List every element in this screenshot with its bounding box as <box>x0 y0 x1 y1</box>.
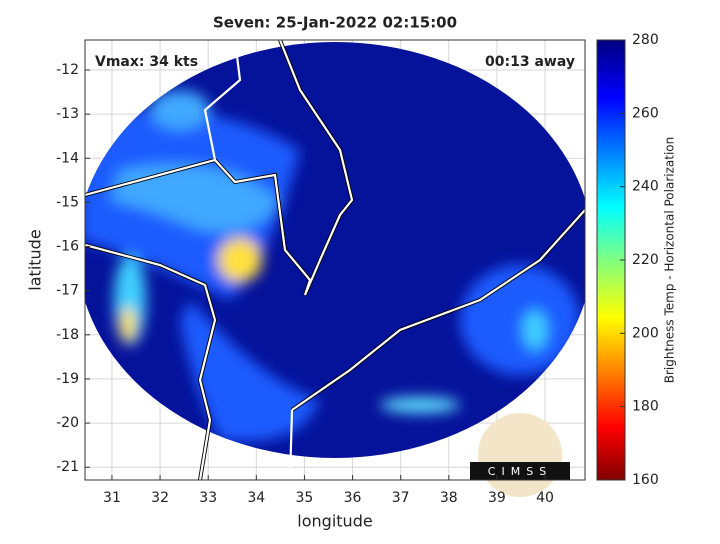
x-tick-label: 31 <box>103 490 121 506</box>
y-tick-label: -16 <box>56 239 79 255</box>
x-tick-label: 38 <box>440 490 458 506</box>
y-tick-label: -20 <box>56 415 79 431</box>
x-tick-label: 40 <box>536 490 554 506</box>
x-tick-label: 35 <box>296 490 314 506</box>
y-axis-label: latitude <box>26 229 45 290</box>
y-tick-label: -14 <box>56 150 79 166</box>
colorbar-tick-label: 220 <box>632 252 659 268</box>
y-tick-label: -21 <box>56 459 79 475</box>
x-tick-label: 33 <box>199 490 217 506</box>
y-tick-label: -19 <box>56 371 79 387</box>
logo: CIMSS <box>470 413 570 497</box>
chart-title: Seven: 25-Jan-2022 02:15:00 <box>213 14 457 32</box>
x-tick-label: 32 <box>151 490 169 506</box>
y-tick-label: -15 <box>56 194 79 210</box>
y-tick-label: -13 <box>56 106 79 122</box>
colorbar-tick-label: 240 <box>632 179 659 195</box>
colorbar-tick-label: 260 <box>632 105 659 121</box>
x-axis-label: longitude <box>297 512 372 531</box>
plot-area: CIMSS Vmax: 34 kts 00:13 away <box>84 39 586 497</box>
axes-frame <box>84 39 586 481</box>
annotation: 00:13 away <box>485 54 575 70</box>
y-tick-label: -17 <box>56 283 79 299</box>
logo-text: CIMSS <box>488 465 552 478</box>
colorbar-tick-label: 200 <box>632 325 659 341</box>
colorbar-tick-label: 160 <box>632 472 659 488</box>
x-tick-label: 37 <box>392 490 410 506</box>
annotation: Vmax: 34 kts <box>95 54 198 70</box>
x-tick-label: 36 <box>344 490 362 506</box>
colorbar-tick-label: 180 <box>632 399 659 415</box>
colorbar-label: Brightness Temp - Horizontal Polarizatio… <box>663 137 677 384</box>
swath <box>85 40 585 480</box>
x-tick-label: 34 <box>247 490 265 506</box>
x-tick-label: 39 <box>488 490 506 506</box>
colorbar-tick-label: 280 <box>632 32 659 48</box>
y-tick-label: -18 <box>56 327 79 343</box>
y-tick-label: -12 <box>56 62 79 78</box>
